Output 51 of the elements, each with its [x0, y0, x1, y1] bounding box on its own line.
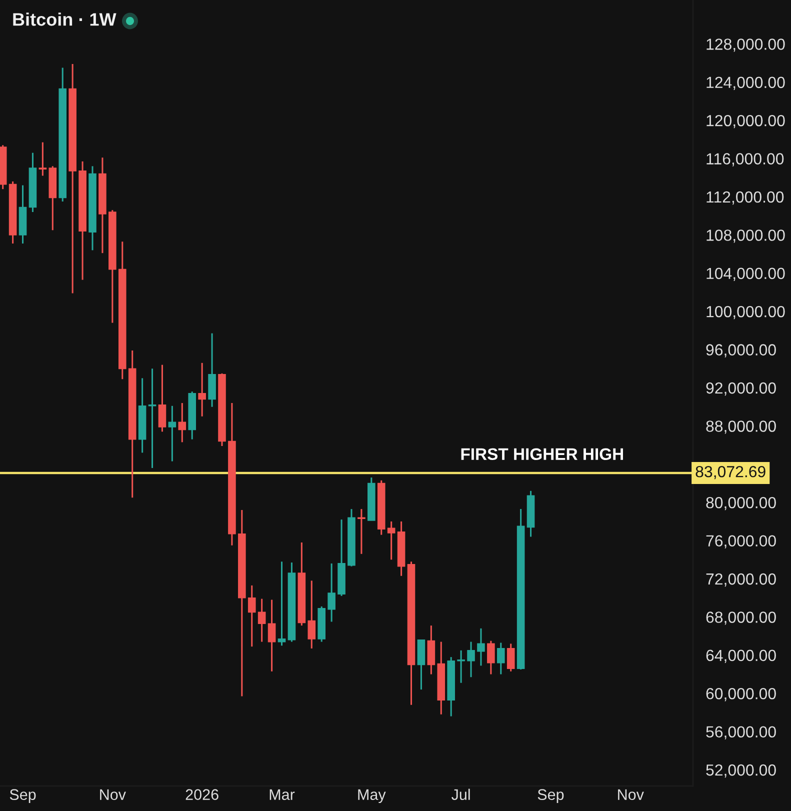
x-tick-label: Jul	[452, 788, 470, 800]
y-tick-label: 100,000.00	[706, 306, 785, 320]
candlestick	[308, 580, 316, 650]
y-tick-label: 52,000.00	[706, 764, 776, 778]
y-tick-label: 128,000.00	[706, 38, 785, 52]
x-tick-label: Sep	[10, 789, 36, 804]
y-tick-label: 92,000.00	[706, 382, 776, 396]
candlestick	[467, 641, 475, 678]
y-tick-label: 56,000.00	[706, 726, 776, 740]
y-tick-label: 96,000.00	[706, 344, 776, 358]
candlestick	[358, 508, 366, 555]
candlestick	[387, 520, 396, 560]
candlestick	[248, 584, 256, 648]
candlestick	[258, 598, 266, 643]
candlestick	[168, 405, 176, 462]
y-tick-label: 64,000.00	[706, 650, 776, 663]
y-tick-label: 68,000.00	[706, 612, 776, 625]
y-tick-label: 88,000.00	[706, 420, 776, 434]
y-tick-label: 124,000.00	[706, 76, 785, 90]
x-tick-label: 2026	[186, 789, 218, 800]
candlestick	[148, 368, 156, 469]
y-tick-label: 80,000.00	[706, 496, 776, 510]
candlestick	[198, 362, 206, 418]
y-tick-label: 72,000.00	[706, 573, 776, 587]
y-tick-label: 76,000.00	[706, 535, 776, 548]
candlestick	[278, 560, 286, 646]
x-tick-label: Nov	[100, 789, 126, 800]
candlestick	[268, 599, 276, 672]
x-tick-label: Sep	[538, 789, 564, 804]
x-tick-label: Nov	[618, 789, 644, 800]
candlestick	[477, 628, 485, 666]
candlestick	[178, 402, 186, 443]
x-tick-label: May	[358, 789, 386, 804]
candlestick	[457, 650, 465, 684]
y-tick-label: 60,000.00	[706, 688, 776, 702]
y-tick-label: 108,000.00	[706, 230, 785, 243]
y-tick-label: 112,000.00	[706, 191, 784, 205]
y-tick-label: 104,000.00	[706, 268, 785, 281]
candlestick	[328, 562, 336, 622]
candlestick	[38, 142, 47, 176]
y-tick-label: 116,000.00	[706, 153, 784, 166]
candlestick	[496, 642, 505, 676]
annotation: FIRST HIGHER HIGH	[461, 448, 623, 460]
y-tick-label: 120,000.00	[706, 114, 785, 128]
text: Bitcoin · 1W	[13, 12, 116, 26]
candlestick	[506, 642, 515, 672]
candlestick	[158, 364, 166, 432]
candlestick	[427, 624, 436, 676]
candlestick	[487, 640, 495, 676]
x-tick-label: Mar	[270, 789, 295, 800]
ref-line-label: 83,072.69	[696, 466, 766, 480]
